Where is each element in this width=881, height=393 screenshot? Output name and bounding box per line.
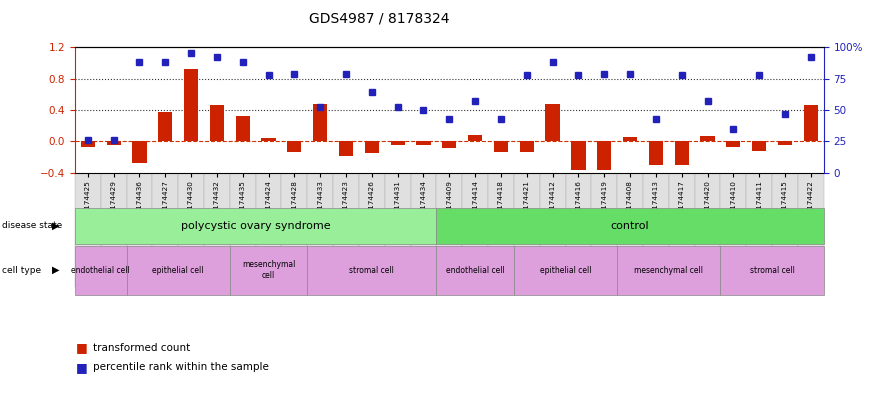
Bar — [127, 246, 230, 295]
Bar — [468, 135, 482, 141]
Bar — [545, 104, 559, 141]
Text: endothelial cell: endothelial cell — [71, 266, 130, 275]
Bar — [313, 104, 328, 141]
Text: stromal cell: stromal cell — [350, 266, 395, 275]
Bar — [390, 141, 404, 145]
Bar — [618, 246, 721, 295]
Bar — [721, 246, 824, 295]
Bar — [75, 246, 127, 295]
Bar — [520, 141, 534, 152]
Bar — [571, 141, 586, 170]
Text: percentile rank within the sample: percentile rank within the sample — [93, 362, 269, 373]
Text: epithelial cell: epithelial cell — [152, 266, 204, 275]
Bar — [107, 141, 121, 145]
Text: ■: ■ — [76, 341, 87, 354]
Bar — [778, 141, 792, 145]
Bar — [442, 141, 456, 148]
Bar — [235, 116, 250, 141]
Bar — [648, 141, 663, 165]
Text: control: control — [611, 221, 649, 231]
Bar — [436, 246, 514, 295]
Bar — [726, 141, 740, 147]
Text: ▶: ▶ — [52, 265, 59, 275]
Text: polycystic ovary syndrome: polycystic ovary syndrome — [181, 221, 330, 231]
Bar — [339, 141, 353, 156]
Bar — [436, 208, 824, 244]
Bar — [700, 136, 714, 141]
Bar — [75, 208, 436, 244]
Text: transformed count: transformed count — [93, 343, 189, 353]
Bar — [752, 141, 766, 151]
Bar — [494, 141, 508, 152]
Bar — [365, 141, 379, 153]
Bar — [307, 246, 436, 295]
Text: stromal cell: stromal cell — [750, 266, 795, 275]
Bar — [417, 141, 431, 145]
Text: ■: ■ — [76, 361, 87, 374]
Bar — [132, 141, 146, 163]
Bar — [803, 105, 818, 141]
Text: mesenchymal cell: mesenchymal cell — [634, 266, 703, 275]
Text: ▶: ▶ — [52, 221, 59, 231]
Bar — [159, 112, 173, 141]
Bar — [262, 138, 276, 141]
Text: mesenchymal
cell: mesenchymal cell — [242, 261, 295, 280]
Bar — [287, 141, 301, 152]
Bar — [597, 141, 611, 170]
Bar — [210, 105, 224, 141]
Text: endothelial cell: endothelial cell — [446, 266, 505, 275]
Text: cell type: cell type — [2, 266, 41, 275]
Bar — [675, 141, 689, 165]
Bar — [184, 69, 198, 141]
Text: GDS4987 / 8178324: GDS4987 / 8178324 — [308, 11, 449, 26]
Bar — [81, 141, 95, 147]
Text: epithelial cell: epithelial cell — [540, 266, 591, 275]
Bar — [230, 246, 307, 295]
Text: disease state: disease state — [2, 222, 62, 230]
Bar — [514, 246, 618, 295]
Bar — [623, 137, 637, 141]
